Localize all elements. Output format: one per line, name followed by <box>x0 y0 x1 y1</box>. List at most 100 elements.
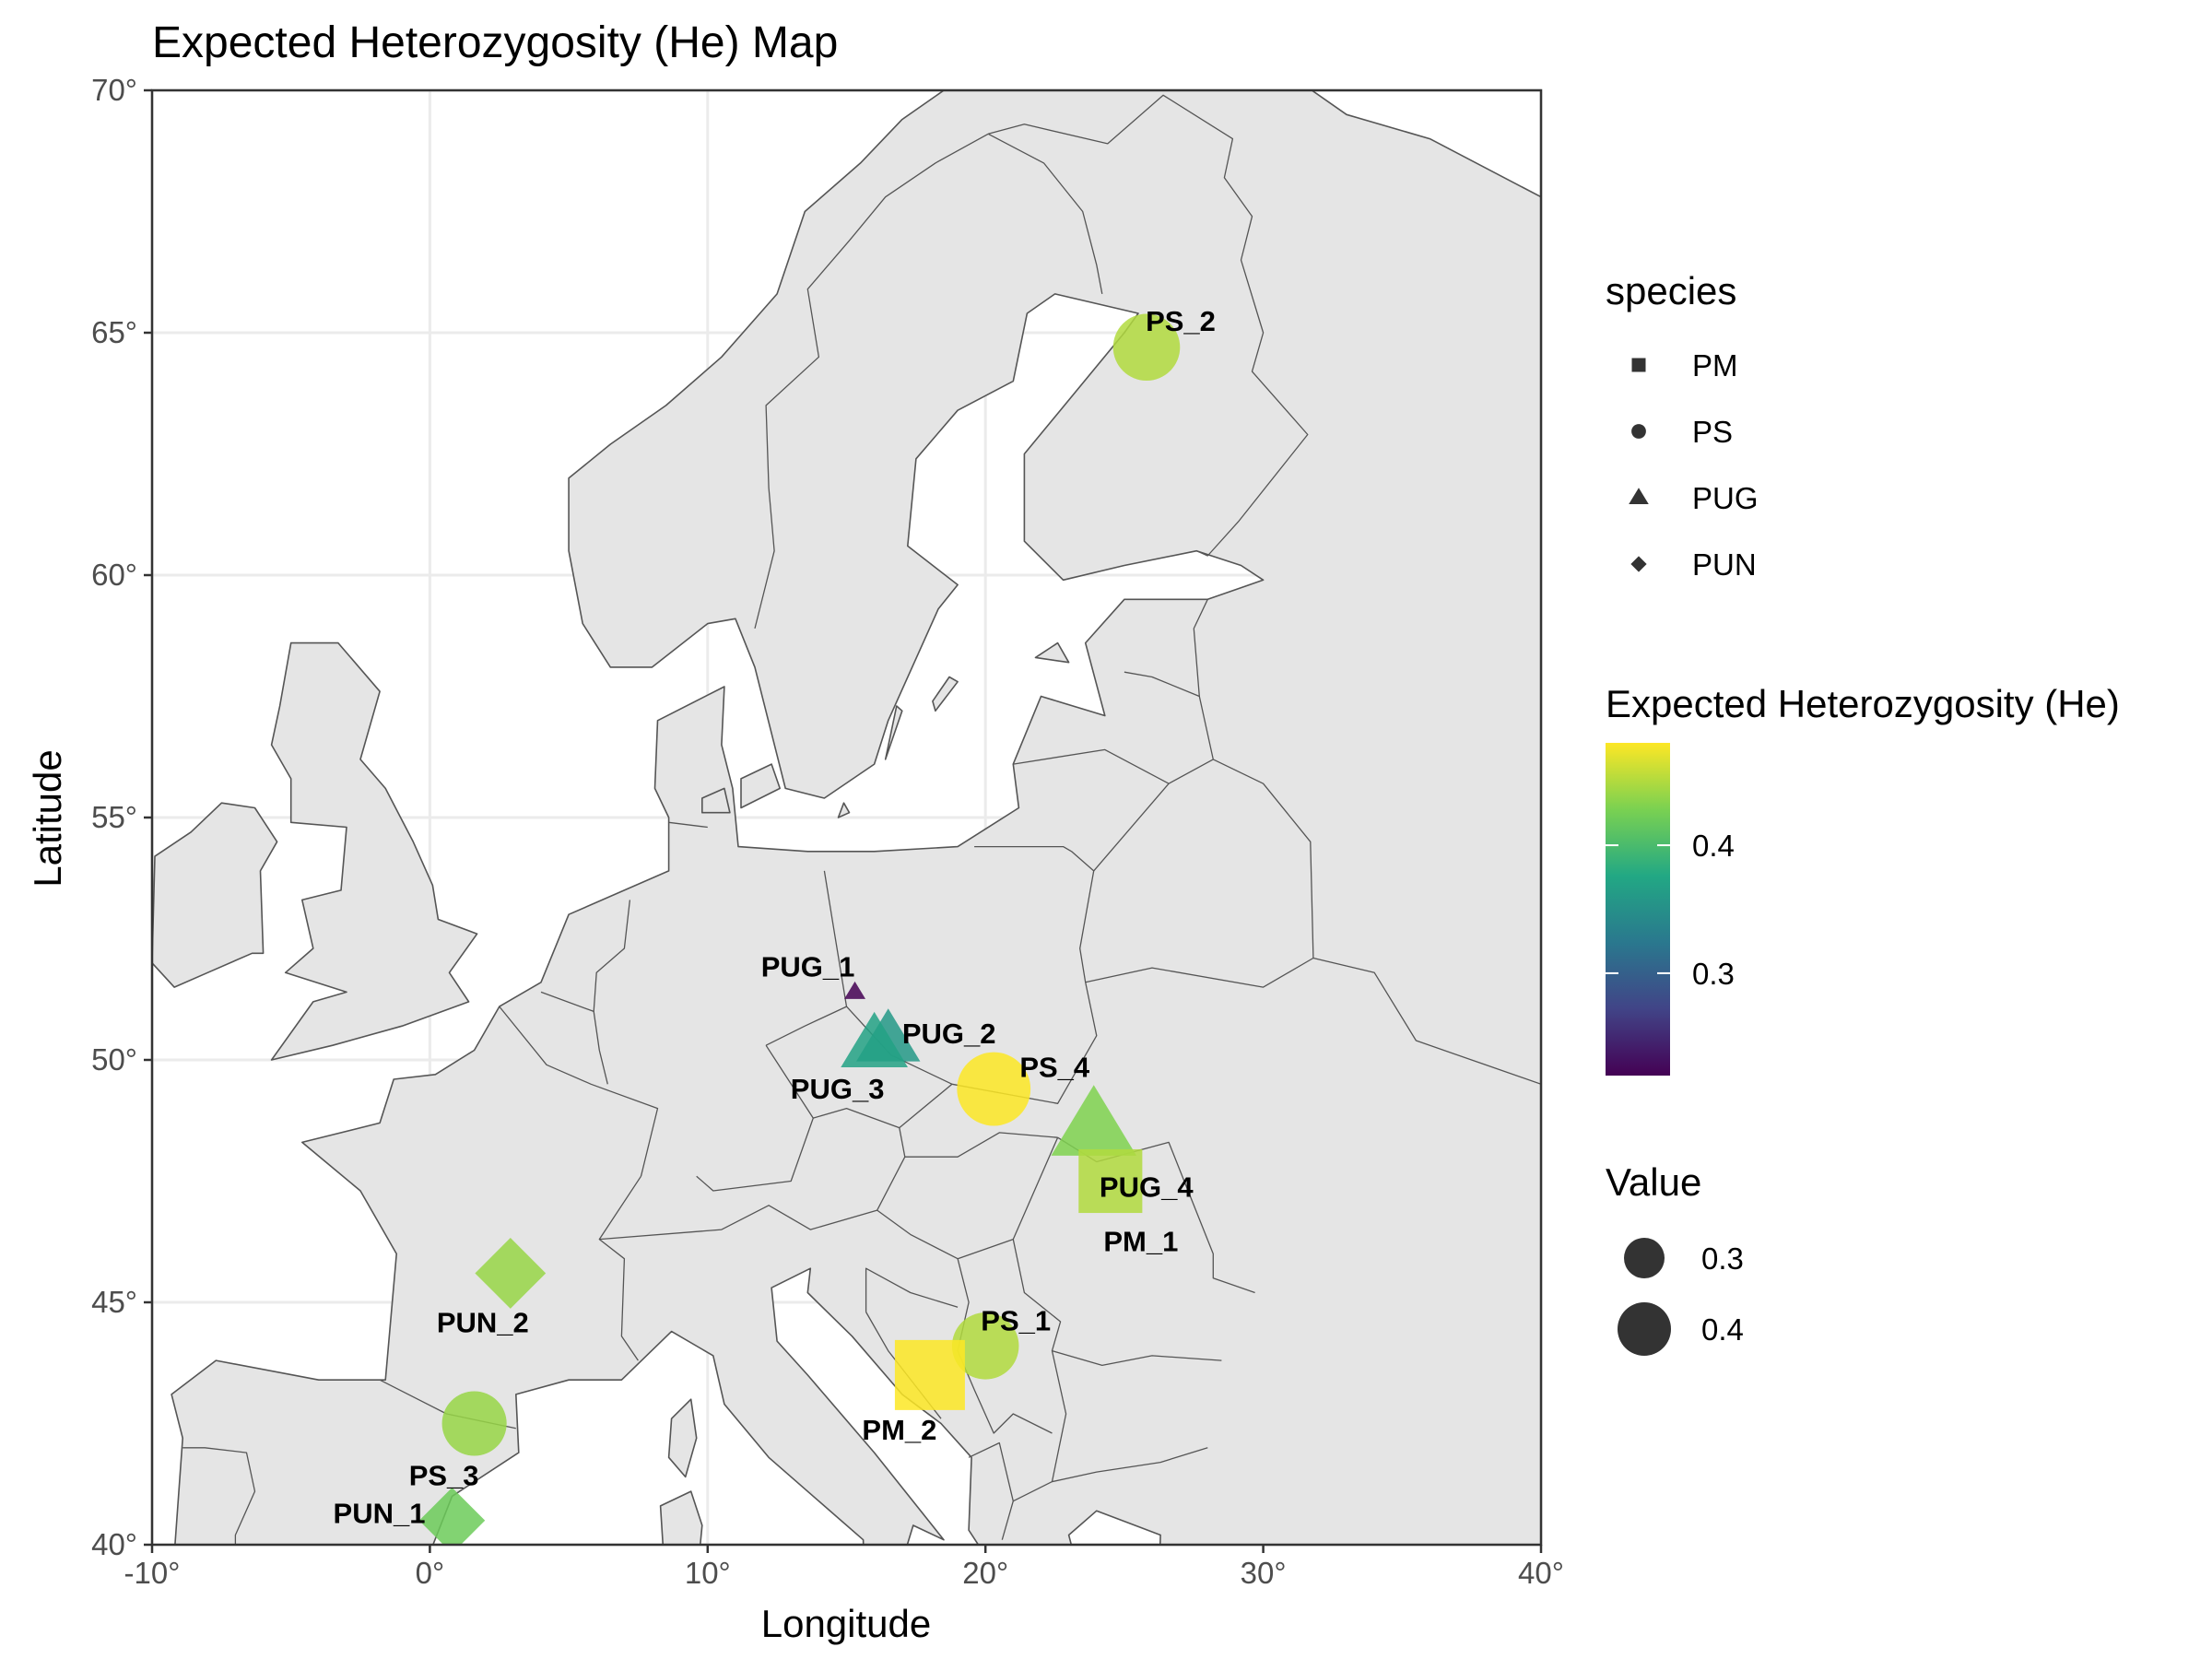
species-legend-label: PUN <box>1692 547 1757 582</box>
y-tick-label: 70° <box>91 73 137 107</box>
x-tick-label: 20° <box>962 1556 1008 1590</box>
x-tick-label: 10° <box>685 1556 731 1590</box>
border-de-at <box>696 1044 814 1192</box>
x-axis-title: Longitude <box>761 1602 932 1645</box>
he-legend-title: Expected Heterozygosity (He) <box>1606 682 2120 725</box>
point-pug-3 <box>841 1011 909 1067</box>
border-fi-no-ru <box>988 94 1309 557</box>
border-sk-hu <box>904 1132 1058 1158</box>
species-key-pug <box>1629 488 1649 505</box>
point-label-ps-2: PS_2 <box>1146 305 1216 337</box>
data-points <box>418 313 1181 1545</box>
border-se-fi <box>987 133 1103 295</box>
point-label-pm-2: PM_2 <box>862 1414 936 1446</box>
map-panel: PS_2 PUG_1 PUG_2 PUG_3 PS_4 PUG_4 PM_1 PUN_2 PS_… <box>150 88 1543 1547</box>
border-no-se <box>754 133 989 629</box>
he-colorbar-legend: Expected Heterozygosity (He) 0.3 0.4 <box>1606 682 2120 1076</box>
value-key-0-3 <box>1624 1238 1665 1278</box>
border-bg-gr-tr <box>1051 1350 1208 1483</box>
border-de-pl <box>823 870 848 1007</box>
point-pun-1 <box>418 1487 486 1545</box>
land-basemap <box>152 90 1541 1545</box>
land-lolland-fyn <box>700 787 731 814</box>
point-pug-1 <box>844 981 866 999</box>
species-key-pun <box>1630 556 1647 572</box>
border-ua-ru <box>1312 957 1541 1085</box>
value-key-0-4 <box>1618 1302 1671 1356</box>
point-label-pug-4: PUG_4 <box>1100 1171 1194 1204</box>
border-balkans-4 <box>968 1441 1014 1540</box>
border-baltic-2 <box>1093 782 1170 872</box>
border-be-nl-de <box>540 991 608 1085</box>
point-ps-4 <box>957 1052 1031 1126</box>
x-tick-label: -10° <box>124 1556 181 1590</box>
border-nl-de <box>593 900 631 1012</box>
value-legend-label: 0.3 <box>1701 1241 1744 1276</box>
border-ee-ru <box>1193 599 1208 697</box>
species-key-pm <box>1631 358 1646 372</box>
colorbar-tick-label: 0.4 <box>1692 829 1735 863</box>
border-fr-be-de <box>499 1006 659 1177</box>
value-legend-title: Value <box>1606 1160 1701 1204</box>
point-label-pun-2: PUN_2 <box>437 1306 529 1338</box>
point-label-ps-3: PS_3 <box>409 1460 479 1492</box>
species-key-ps <box>1631 424 1646 439</box>
border-by-ua <box>1085 957 1314 988</box>
land-sardinia <box>659 1490 703 1545</box>
land-saaremaa <box>1034 641 1070 664</box>
point-pm-2 <box>894 1339 965 1410</box>
border-de-cz <box>765 1006 847 1046</box>
land-gotland <box>932 676 959 712</box>
point-label-pug-2: PUG_2 <box>902 1018 996 1050</box>
y-axis-title: Latitude <box>26 749 69 887</box>
point-label-ps-1: PS_1 <box>981 1304 1051 1336</box>
point-label-pm-1: PM_1 <box>1103 1226 1178 1258</box>
land-ireland <box>152 802 278 988</box>
point-labels: PS_2 PUG_1 PUG_2 PUG_3 PS_4 PUG_4 PM_1 PUN_2 PS_… <box>334 305 1216 1530</box>
border-balkans-1 <box>957 1258 1053 1434</box>
species-legend-label: PS <box>1692 415 1733 449</box>
point-label-pug-1: PUG_1 <box>761 950 855 982</box>
land-sjaelland <box>740 763 782 809</box>
y-tick-label: 55° <box>91 800 137 834</box>
y-tick-label: 60° <box>91 558 137 592</box>
land-oland <box>884 705 903 760</box>
y-tick-label: 65° <box>91 315 137 349</box>
land-bornholm <box>837 802 851 818</box>
land-corsica <box>667 1398 698 1478</box>
border-pl-sk-ua <box>951 845 1098 1104</box>
border-es-pt <box>182 1447 256 1545</box>
point-label-pug-3: PUG_3 <box>791 1073 885 1105</box>
land-great-britain <box>270 641 478 1061</box>
border-fr-ch-it <box>598 1175 642 1361</box>
species-legend: species PM PS PUG PUN <box>1606 269 1759 582</box>
value-legend-label: 0.4 <box>1701 1312 1744 1347</box>
border-by-ru <box>1213 759 1314 959</box>
he-colorbar <box>1606 743 1670 1076</box>
species-legend-title: species <box>1606 269 1736 312</box>
land-continental-europe <box>171 90 1541 1545</box>
border-balkans-5 <box>1013 1481 1053 1502</box>
point-pm-1 <box>1078 1148 1143 1214</box>
point-ps-1 <box>951 1312 1019 1380</box>
value-size-legend: Value 0.3 0.4 <box>1606 1160 1744 1356</box>
x-tick-label: 0° <box>416 1556 445 1590</box>
x-tick-label: 30° <box>1241 1556 1287 1590</box>
x-tick-label: 40° <box>1518 1556 1564 1590</box>
point-ps-2 <box>1112 313 1181 382</box>
border-balkans-2 <box>865 1267 959 1312</box>
y-tick-label: 45° <box>91 1285 137 1319</box>
species-legend-label: PM <box>1692 348 1738 382</box>
chart-title: Expected Heterozygosity (He) Map <box>152 18 838 67</box>
point-ps-3 <box>441 1391 507 1456</box>
point-label-ps-4: PS_4 <box>1019 1052 1090 1084</box>
colorbar-tick-label: 0.3 <box>1692 957 1735 991</box>
point-label-pun-1: PUN_1 <box>334 1498 426 1530</box>
x-axis: -10° 0° 10° 20° 30° 40° <box>124 1545 1564 1590</box>
species-legend-label: PUG <box>1692 481 1759 515</box>
point-pug-4 <box>1051 1085 1137 1156</box>
y-tick-label: 40° <box>91 1527 137 1561</box>
border-de-dk <box>668 821 708 829</box>
y-axis: 40° 45° 50° 55° 60° 65° 70° <box>91 73 152 1561</box>
